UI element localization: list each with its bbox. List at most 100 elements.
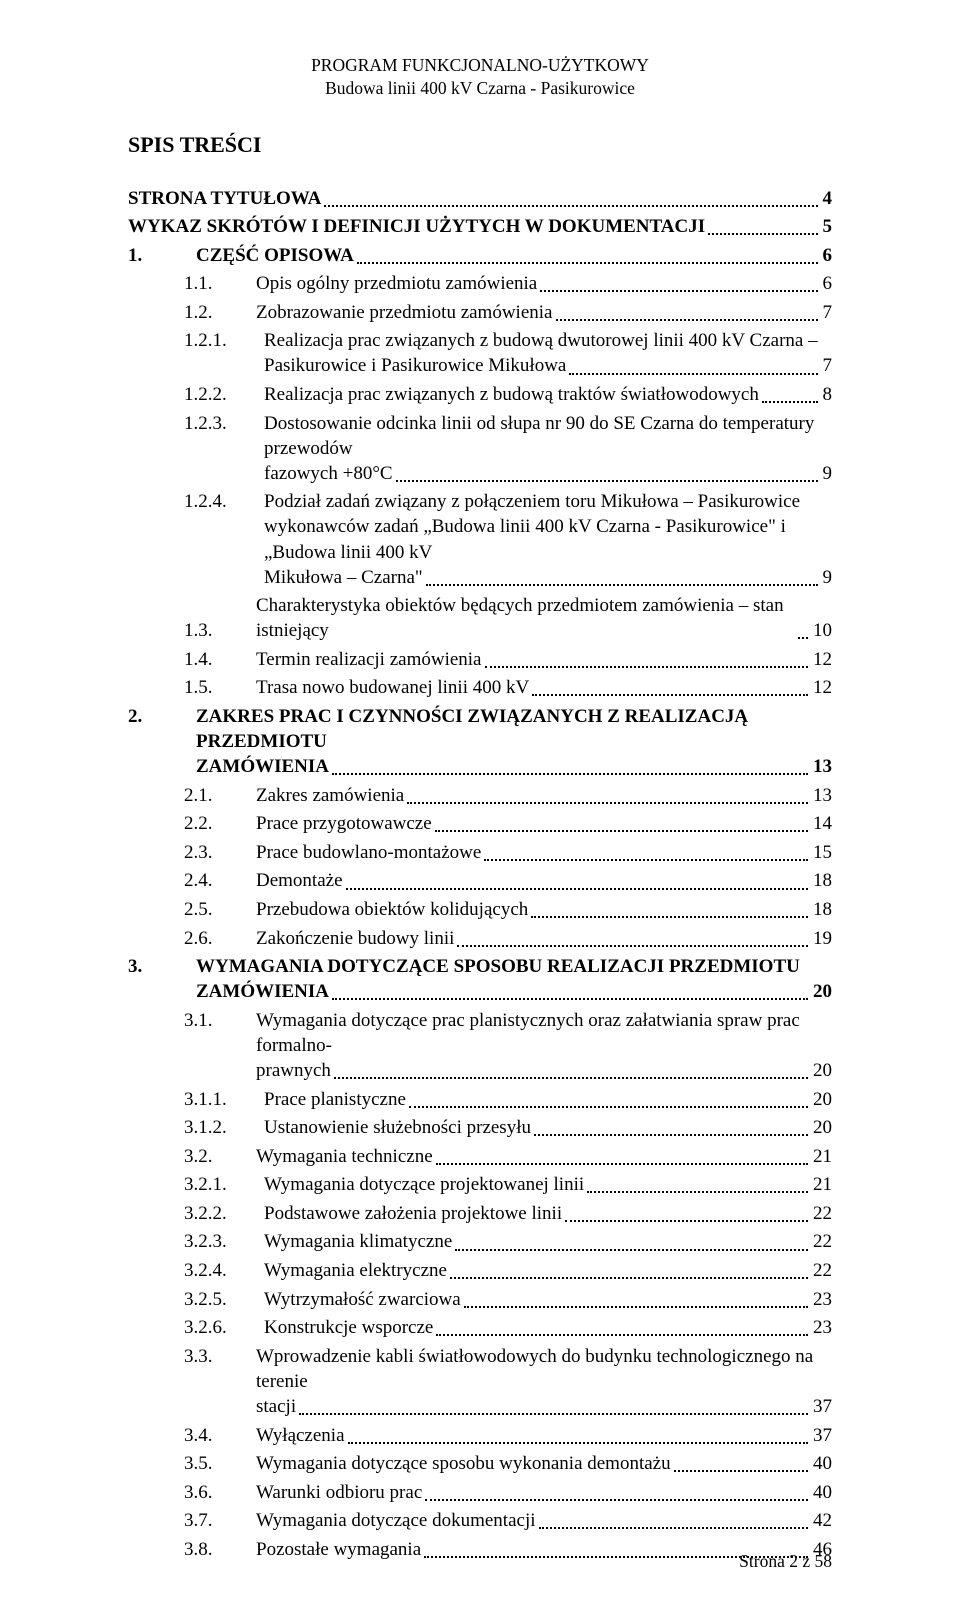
- toc-list: STRONA TYTUŁOWA4WYKAZ SKRÓTÓW I DEFINICJ…: [128, 186, 832, 1562]
- toc-dots: [708, 222, 817, 235]
- toc-num: 1.2.4.: [184, 489, 264, 514]
- toc-page: 20: [811, 1058, 832, 1083]
- toc-num: 3.: [128, 954, 196, 979]
- toc-row: 2.1.Zakres zamówienia13: [128, 783, 832, 808]
- toc-dots: [485, 655, 809, 668]
- toc-title: prawnych: [256, 1058, 331, 1083]
- toc-row: 1.5.Trasa nowo budowanej linii 400 kV 12: [128, 675, 832, 700]
- toc-title: Wymagania dotyczące prac planistycznych …: [256, 1008, 832, 1058]
- toc-num: 3.1.1.: [184, 1087, 264, 1112]
- toc-page: 21: [811, 1172, 832, 1197]
- toc-page: 20: [811, 979, 832, 1004]
- toc-title: Wymagania dotyczące projektowanej linii: [264, 1172, 584, 1197]
- toc-num: 3.2.3.: [184, 1229, 264, 1254]
- toc-row: 3.WYMAGANIA DOTYCZĄCE SPOSOBU REALIZACJI…: [128, 954, 832, 1004]
- toc-title: Wymagania dotyczące sposobu wykonania de…: [256, 1451, 671, 1476]
- toc-dots: [409, 1094, 808, 1107]
- toc-page: 6: [821, 271, 833, 296]
- toc-dots: [435, 819, 808, 832]
- toc-title: fazowych +80°C: [264, 461, 393, 486]
- toc-dots: [407, 790, 808, 803]
- toc-dots: [436, 1323, 808, 1336]
- toc-page: 22: [811, 1229, 832, 1254]
- toc-row: 3.1.1.Prace planistyczne 20: [128, 1087, 832, 1112]
- toc-dots: [539, 1516, 808, 1529]
- toc-row: 1.1.Opis ogólny przedmiotu zamówienia 6: [128, 271, 832, 296]
- toc-dots: [425, 1487, 808, 1500]
- toc-dots: [332, 987, 808, 1000]
- toc-title: CZĘŚĆ OPISOWA: [196, 243, 354, 268]
- toc-dots: [436, 1151, 808, 1164]
- toc-page: 22: [811, 1201, 832, 1226]
- toc-page: 42: [811, 1508, 832, 1533]
- toc-row: 1.CZĘŚĆ OPISOWA6: [128, 243, 832, 268]
- toc-title: Opis ogólny przedmiotu zamówienia: [256, 271, 537, 296]
- toc-num: 3.5.: [184, 1451, 256, 1476]
- toc-page: 8: [821, 382, 833, 407]
- toc-dots: [450, 1266, 808, 1279]
- toc-dots: [357, 250, 818, 263]
- toc-num: 2.2.: [184, 811, 256, 836]
- toc-dots: [464, 1294, 808, 1307]
- toc-num: 1.1.: [184, 271, 256, 296]
- toc-num: 1.3.: [184, 618, 256, 643]
- toc-heading: SPIS TREŚCI: [128, 132, 832, 158]
- toc-title: Trasa nowo budowanej linii 400 kV: [256, 675, 529, 700]
- toc-page: 18: [811, 897, 832, 922]
- toc-row: 3.4.Wyłączenia37: [128, 1423, 832, 1448]
- toc-num: 3.2.6.: [184, 1315, 264, 1340]
- toc-title: Termin realizacji zamówienia: [256, 647, 482, 672]
- toc-title: Realizacja prac związanych z budową dwut…: [264, 328, 818, 353]
- toc-row: 3.1.Wymagania dotyczące prac planistyczn…: [128, 1008, 832, 1083]
- toc-row: 2.2.Prace przygotowawcze14: [128, 811, 832, 836]
- toc-page: 23: [811, 1315, 832, 1340]
- toc-num: 3.3.: [184, 1344, 256, 1369]
- toc-title: Prace przygotowawcze: [256, 811, 432, 836]
- toc-dots: [346, 876, 808, 889]
- toc-page: 20: [811, 1087, 832, 1112]
- toc-row: 3.5.Wymagania dotyczące sposobu wykonani…: [128, 1451, 832, 1476]
- toc-title: Prace planistyczne: [264, 1087, 406, 1112]
- toc-num: 1.5.: [184, 675, 256, 700]
- toc-page: 12: [811, 675, 832, 700]
- toc-num: 3.2.4.: [184, 1258, 264, 1283]
- toc-title: Zakres zamówienia: [256, 783, 404, 808]
- toc-title: Wymagania dotyczące dokumentacji: [256, 1508, 536, 1533]
- toc-title: Podział zadań związany z połączeniem tor…: [264, 489, 832, 564]
- toc-page: 15: [811, 840, 832, 865]
- toc-title: Pozostałe wymagania: [256, 1537, 421, 1562]
- toc-num: 3.1.2.: [184, 1115, 264, 1140]
- toc-row: 3.6.Warunki odbioru prac40: [128, 1480, 832, 1505]
- toc-page: 13: [811, 783, 832, 808]
- toc-page: 21: [811, 1144, 832, 1169]
- toc-page: 37: [811, 1423, 832, 1448]
- toc-page: 18: [811, 868, 832, 893]
- toc-num: 3.2.: [184, 1144, 256, 1169]
- toc-num: 3.2.5.: [184, 1287, 264, 1312]
- toc-row: 3.2.4.Wymagania elektryczne22: [128, 1258, 832, 1283]
- toc-num: 3.2.2.: [184, 1201, 264, 1226]
- toc-dots: [532, 683, 808, 696]
- toc-dots: [332, 762, 808, 775]
- toc-row: 3.2.6.Konstrukcje wsporcze23: [128, 1315, 832, 1340]
- toc-row: 3.3.Wprowadzenie kabli światłowodowych d…: [128, 1344, 832, 1419]
- toc-num: 3.2.1.: [184, 1172, 264, 1197]
- toc-dots: [565, 1209, 808, 1222]
- toc-dots: [348, 1430, 808, 1443]
- toc-num: 1.2.: [184, 300, 256, 325]
- page: PROGRAM FUNKCJONALNO-UŻYTKOWY Budowa lin…: [0, 0, 960, 1624]
- toc-num: 2.3.: [184, 840, 256, 865]
- toc-title: Zakończenie budowy linii: [256, 926, 454, 951]
- toc-row: 3.2.1.Wymagania dotyczące projektowanej …: [128, 1172, 832, 1197]
- toc-num: 3.6.: [184, 1480, 256, 1505]
- toc-row: 1.2.1.Realizacja prac związanych z budow…: [128, 328, 832, 378]
- toc-page: 37: [811, 1394, 832, 1419]
- toc-row: 2.3.Prace budowlano-montażowe15: [128, 840, 832, 865]
- toc-title: Wyłączenia: [256, 1423, 345, 1448]
- toc-row: 3.2.Wymagania techniczne21: [128, 1144, 832, 1169]
- toc-title: ZAKRES PRAC I CZYNNOŚCI ZWIĄZANYCH Z REA…: [196, 704, 832, 754]
- toc-dots: [798, 626, 808, 639]
- toc-title: Wymagania klimatyczne: [264, 1229, 452, 1254]
- toc-title: Wytrzymałość zwarciowa: [264, 1287, 461, 1312]
- header-line2: Budowa linii 400 kV Czarna - Pasikurowic…: [128, 77, 832, 100]
